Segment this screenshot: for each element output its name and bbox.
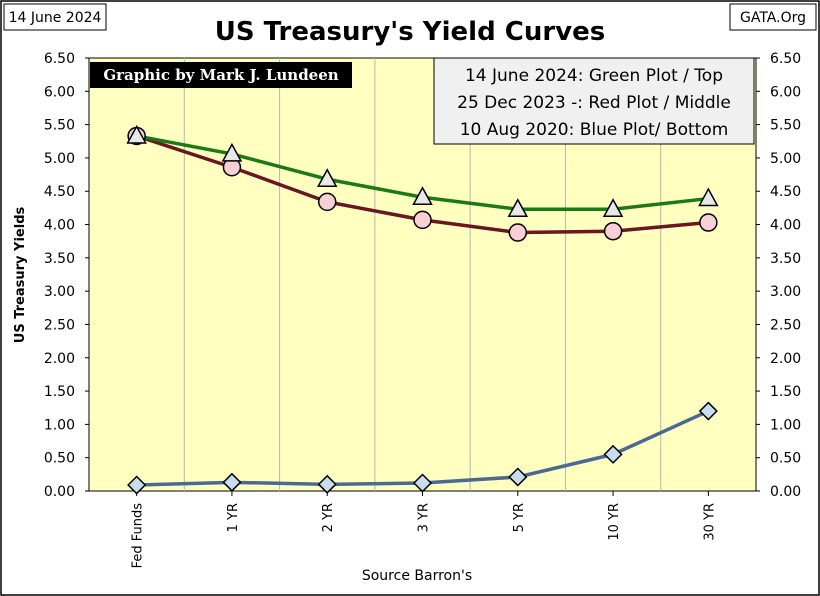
data-point-circle xyxy=(699,213,718,232)
y-tick-label-left: 1.50 xyxy=(44,384,75,400)
y-tick-label-left: 1.00 xyxy=(44,417,75,433)
y-tick-label-left: 4.00 xyxy=(44,218,75,234)
credit-box xyxy=(90,62,352,88)
y-tick-label-right: 4.50 xyxy=(770,184,801,200)
data-point-diamond xyxy=(698,401,718,421)
y-tick-label-right: 3.00 xyxy=(770,284,801,300)
y-axis-left: 0.00 0.50 1.00 1.50 2.00 2.50 3.00 3.50 4.00 4.50… xyxy=(44,51,89,500)
data-point-diamond xyxy=(222,472,242,492)
x-tick-label: 3 YR xyxy=(417,503,432,532)
y-tick-label-right: 0.50 xyxy=(770,451,801,467)
data-point-diamond xyxy=(317,474,337,494)
y-axis-title: US Treasury Yields xyxy=(13,207,28,344)
y-tick-label-right: 5.00 xyxy=(770,151,801,167)
y-tick-label-left: 2.00 xyxy=(44,351,75,367)
data-point-triangle xyxy=(316,168,338,187)
y-tick-label-right: 3.50 xyxy=(770,251,801,267)
x-tick-label: Fed Funds xyxy=(131,503,146,569)
y-tick-label-left: 5.00 xyxy=(44,151,75,167)
data-point-diamond xyxy=(127,475,147,495)
date-label-box xyxy=(3,3,107,31)
data-point-circle xyxy=(603,221,623,241)
legend-line-green: 14 June 2024: Green Plot / Top xyxy=(465,66,723,86)
x-tick-label: 5 YR xyxy=(512,503,527,532)
y-tick-label-left: 4.50 xyxy=(44,184,75,200)
y-tick-label-right: 6.50 xyxy=(770,51,801,67)
site-label-box xyxy=(729,3,817,31)
y-tick-label-right: 6.00 xyxy=(770,84,801,100)
data-point-triangle xyxy=(126,124,147,144)
y-tick-label-left: 6.50 xyxy=(44,51,75,67)
y-tick-label-left: 0.00 xyxy=(44,484,75,500)
y-tick-label-left: 6.00 xyxy=(44,84,75,100)
x-tick-label: 1 YR xyxy=(226,503,241,532)
data-point-diamond xyxy=(508,467,528,487)
y-tick-label-right: 1.00 xyxy=(770,417,801,433)
date-label: 14 June 2024 xyxy=(9,10,102,26)
y-tick-label-right: 1.50 xyxy=(770,384,801,400)
y-tick-label-right: 2.00 xyxy=(770,351,801,367)
site-label: GATA.Org xyxy=(740,10,806,26)
data-point-circle xyxy=(413,210,432,230)
data-point-triangle xyxy=(602,198,624,217)
y-tick-label-left: 3.50 xyxy=(44,251,75,267)
y-tick-label-left: 5.50 xyxy=(44,118,75,134)
y-axis-right: 0.00 0.50 1.00 1.50 2.00 2.50 3.00 3.50 4.00 4.50… xyxy=(756,51,801,500)
y-tick-label-left: 0.50 xyxy=(44,451,75,467)
y-tick-label-right: 4.00 xyxy=(770,218,801,234)
legend-line-blue: 10 Aug 2020: Blue Plot/ Bottom xyxy=(460,120,729,140)
y-tick-label-left: 2.50 xyxy=(44,317,75,333)
data-point-circle xyxy=(508,223,528,242)
data-point-triangle xyxy=(412,186,433,205)
data-point-circle xyxy=(317,192,337,212)
data-point-diamond xyxy=(603,444,623,464)
x-tick-label: 2 YR xyxy=(321,503,336,532)
data-point-triangle xyxy=(507,198,529,217)
x-tick-label: 10 YR xyxy=(607,503,622,541)
y-tick-label-right: 2.50 xyxy=(770,317,801,333)
x-axis-title: Source Barron's xyxy=(362,568,472,584)
y-tick-label-right: 5.50 xyxy=(770,118,801,134)
chart-title: US Treasury's Yield Curves xyxy=(215,17,605,47)
x-tick-label: 30 YR xyxy=(702,503,717,541)
legend-box xyxy=(433,57,755,145)
series-layer xyxy=(126,124,719,495)
y-tick-label-left: 3.00 xyxy=(44,284,75,300)
data-point-triangle xyxy=(221,142,243,162)
data-point-triangle xyxy=(698,187,719,207)
legend-line-red: 25 Dec 2023 -: Red Plot / Middle xyxy=(457,93,731,113)
data-point-diamond xyxy=(412,473,433,493)
y-tick-label-right: 0.00 xyxy=(770,484,801,500)
credit-text: Graphic by Mark J. Lundeen xyxy=(103,66,338,84)
x-axis: Fed Funds 1 YR 2 YR 3 YR 5 YR 10 YR 30 YR xyxy=(131,491,717,569)
